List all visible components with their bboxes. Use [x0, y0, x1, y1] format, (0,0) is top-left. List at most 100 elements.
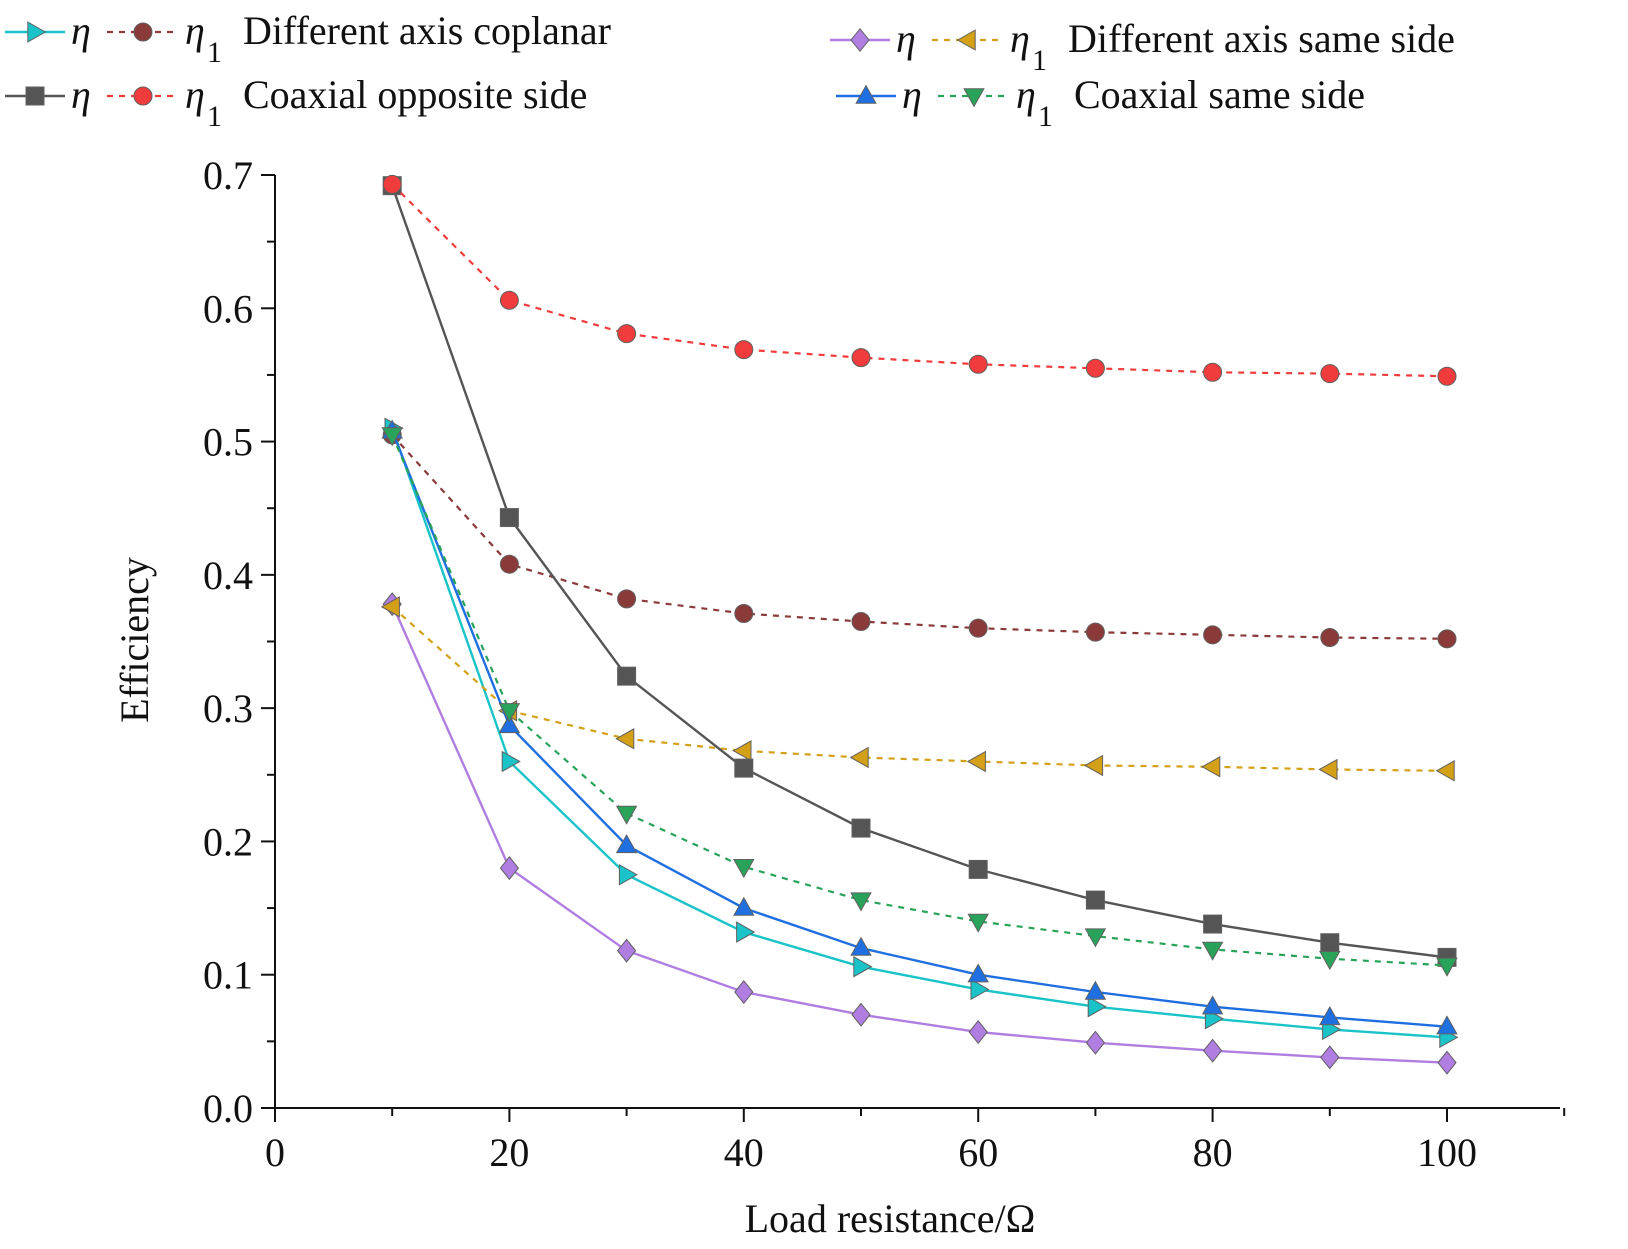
data-point	[1319, 951, 1341, 971]
data-point	[1437, 629, 1457, 649]
y-tick-label: 0.0	[203, 1086, 253, 1131]
data-point	[618, 863, 638, 886]
series-line	[391, 185, 1448, 959]
y-tick-label: 0.3	[203, 686, 253, 731]
data-point	[1085, 890, 1105, 910]
data-point	[382, 174, 402, 194]
x-tick-label: 40	[724, 1130, 764, 1175]
data-point	[1084, 928, 1107, 948]
data-point	[1318, 758, 1338, 781]
plot-area	[380, 174, 1459, 1075]
legend-subscript: 1	[207, 100, 222, 133]
legend-symbol: η	[896, 16, 916, 61]
legend-marker	[956, 29, 976, 51]
legend-label: Different axis same side	[1068, 16, 1455, 61]
data-point	[1087, 995, 1107, 1018]
legend-symbol: η	[185, 72, 205, 117]
series-line	[391, 434, 1448, 967]
data-point	[499, 554, 519, 574]
data-point	[853, 955, 873, 978]
x-axis-title: Load resistance/Ω	[745, 1196, 1036, 1241]
series-2	[382, 425, 1457, 649]
data-point	[849, 746, 869, 769]
data-point	[736, 921, 756, 943]
data-point	[850, 936, 872, 956]
legend-subscript: 1	[1038, 100, 1053, 133]
series-5	[382, 176, 1457, 967]
axes: 0 20 40 60 80 100 0.0 0.1 0.2 0.3 0.4 0.5 0.6 0.7 Lo…	[112, 153, 1566, 1241]
data-point	[380, 596, 400, 618]
data-point	[498, 703, 521, 723]
legend-marker	[855, 84, 877, 104]
x-tick-label: 80	[1193, 1130, 1233, 1175]
series-line	[391, 605, 1448, 772]
legend-symbol: η	[71, 8, 91, 53]
legend-marker	[963, 88, 985, 108]
data-point	[851, 612, 871, 632]
series-line	[391, 603, 1448, 1064]
legend-entry: η η 1 Different axis same side	[830, 16, 1455, 77]
series-6	[382, 174, 1457, 386]
data-point	[1084, 754, 1104, 777]
legend-symbol: η	[185, 8, 205, 53]
data-point	[1319, 1005, 1341, 1026]
series-8	[381, 427, 1458, 977]
data-point	[1203, 362, 1223, 382]
legend-marker	[25, 86, 45, 106]
x-tick-label: 20	[489, 1130, 529, 1175]
data-point	[1085, 1030, 1106, 1055]
legend: η η 1 Different axis coplanar η η 1 Different a…	[5, 8, 1455, 133]
data-point	[1320, 364, 1340, 384]
data-point	[851, 818, 871, 838]
legend-symbol: η	[1016, 72, 1036, 117]
data-point	[1085, 622, 1105, 642]
data-point	[616, 938, 637, 963]
data-point	[1437, 1050, 1457, 1075]
data-point	[1320, 1045, 1340, 1070]
y-tick-label: 0.7	[203, 153, 253, 198]
data-point	[968, 354, 988, 374]
data-point	[498, 714, 521, 734]
data-point	[1201, 941, 1224, 961]
y-tick-label: 0.4	[203, 553, 253, 598]
legend-subscript: 1	[1032, 44, 1047, 77]
data-point	[1084, 980, 1107, 1000]
data-point	[734, 604, 754, 624]
data-point	[501, 750, 521, 773]
y-tick-label: 0.1	[203, 953, 253, 998]
legend-label: Coaxial opposite side	[243, 72, 587, 117]
x-ticks: 0 20 40 60 80 100	[265, 1108, 1566, 1175]
series-3	[382, 592, 1457, 1075]
y-ticks: 0.0 0.1 0.2 0.3 0.4 0.5 0.6 0.7	[203, 153, 275, 1131]
data-point	[733, 896, 755, 916]
data-point	[1436, 957, 1458, 977]
legend-marker	[133, 86, 153, 106]
series-1	[384, 417, 1459, 1049]
data-point	[732, 740, 752, 762]
legend-entry: η η 1 Coaxial opposite side	[5, 72, 587, 133]
data-point	[733, 859, 755, 879]
data-point	[617, 666, 637, 686]
y-tick-label: 0.2	[203, 819, 253, 864]
data-point	[1320, 933, 1340, 953]
data-point	[381, 427, 403, 447]
data-point	[850, 892, 872, 912]
data-point	[1203, 625, 1223, 645]
legend-entry: η η 1 Different axis coplanar	[5, 8, 611, 69]
y-tick-label: 0.6	[203, 286, 253, 331]
series-line	[391, 434, 1448, 640]
legend-symbol: η	[1010, 16, 1030, 61]
data-point	[970, 978, 990, 1001]
legend-label: Different axis coplanar	[243, 8, 611, 53]
data-point	[1435, 760, 1455, 782]
y-axis-title: Efficiency	[112, 557, 157, 723]
data-point	[499, 290, 519, 310]
data-point	[851, 1002, 871, 1027]
series-line	[391, 183, 1448, 378]
data-point	[617, 324, 637, 344]
legend-entry: η η 1 Coaxial same side	[836, 72, 1365, 133]
data-point	[615, 728, 635, 750]
data-point	[734, 758, 754, 778]
data-point	[1320, 628, 1340, 648]
